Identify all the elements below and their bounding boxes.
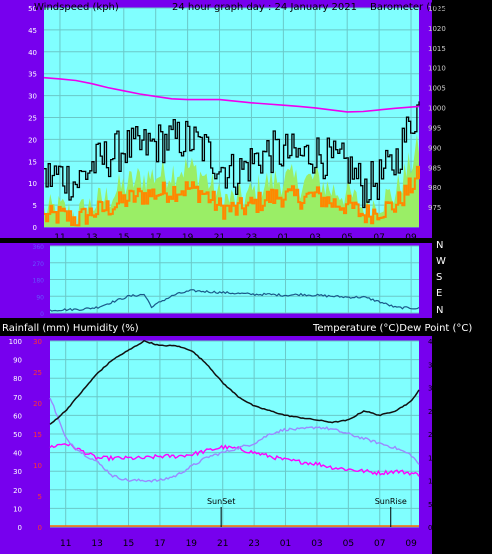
wind-x-tick-6: 23 xyxy=(246,233,257,243)
direction-y-tick-2: 180 xyxy=(33,278,45,285)
compass-n-top: N xyxy=(436,240,443,251)
rain-y-tick-5: 25 xyxy=(33,369,42,377)
temperature-y-tick-7: 35 xyxy=(428,361,437,369)
wind-y-tick-6: 30 xyxy=(28,93,37,101)
barometer-y-tick-1: 980 xyxy=(428,184,441,192)
wind-direction-line xyxy=(49,289,420,312)
wind-x-tick-0: 11 xyxy=(54,233,65,243)
rain-y-tick-1: 5 xyxy=(38,493,42,501)
temperature-y-tick-1: 5 xyxy=(428,501,432,509)
wind-x-tick-3: 17 xyxy=(150,233,161,243)
temperature-y-tick-3: 15 xyxy=(428,454,437,462)
wind-x-tick-5: 21 xyxy=(214,233,225,243)
humidity-y-tick-9: 90 xyxy=(13,357,22,365)
dew-point-line xyxy=(49,397,420,483)
wind-x-tick-7: 01 xyxy=(278,233,289,243)
temperature-y-tick-4: 20 xyxy=(428,431,437,439)
barometer-y-tick-6: 1005 xyxy=(428,85,446,93)
chart-title: 24 hour graph day : 24 January 2021 xyxy=(172,2,357,13)
humidity-y-tick-4: 40 xyxy=(13,450,22,458)
wind-x-tick-4: 19 xyxy=(182,233,194,243)
compass-n-bottom: N xyxy=(436,305,443,316)
humidity-line xyxy=(49,442,420,477)
barometer-y-tick-3: 990 xyxy=(428,144,441,152)
direction-y-tick-1: 90 xyxy=(36,294,44,301)
temp-x-tick-11: 09 xyxy=(405,539,417,549)
event-label-1: SunRise xyxy=(375,497,407,506)
temperature-y-tick-8: 40 xyxy=(428,338,437,346)
wind-y-tick-1: 5 xyxy=(33,202,37,210)
wind-y-tick-3: 15 xyxy=(28,158,37,166)
temp-x-tick-5: 21 xyxy=(217,539,228,549)
barometer-axis-title: Barometer (hpa) xyxy=(370,2,453,13)
direction-y-tick-0: 0 xyxy=(40,311,44,318)
barometer-y-tick-10: 1025 xyxy=(428,5,446,13)
humidity-y-tick-0: 0 xyxy=(18,524,22,532)
wind-x-tick-2: 15 xyxy=(118,233,129,243)
temp-x-tick-9: 05 xyxy=(343,539,354,549)
wind-y-tick-10: 50 xyxy=(28,5,37,13)
compass-s: S xyxy=(436,272,442,283)
wind-x-tick-1: 13 xyxy=(86,233,97,243)
barometer-y-tick-5: 1000 xyxy=(428,105,446,113)
wind-y-tick-7: 35 xyxy=(28,71,37,79)
rain-y-tick-4: 20 xyxy=(33,400,42,408)
direction-y-tick-4: 360 xyxy=(33,244,45,251)
barometer-y-tick-2: 985 xyxy=(428,164,441,172)
humidity-y-tick-10: 100 xyxy=(9,338,22,346)
humidity-y-tick-2: 20 xyxy=(13,487,22,495)
temp-x-tick-1: 13 xyxy=(91,539,102,549)
humidity-y-tick-6: 60 xyxy=(13,412,22,420)
barometer-line xyxy=(43,76,420,113)
temperature-y-tick-2: 10 xyxy=(428,478,437,486)
event-label-0: SunSet xyxy=(207,497,235,506)
barometer-y-tick-4: 995 xyxy=(428,124,441,132)
compass-e: E xyxy=(436,288,442,299)
wind-x-tick-8: 03 xyxy=(310,233,321,243)
temp-x-tick-7: 01 xyxy=(280,539,291,549)
temp-x-tick-2: 15 xyxy=(123,539,134,549)
barometer-y-tick-0: 975 xyxy=(428,204,441,212)
humidity-y-tick-5: 50 xyxy=(13,431,22,439)
temp-x-tick-6: 23 xyxy=(248,539,259,549)
temperature-line xyxy=(49,339,420,425)
wind-axis-title: Windspeed (kph) xyxy=(34,2,119,13)
rain-y-tick-2: 10 xyxy=(33,462,42,470)
temperature-y-tick-0: 0 xyxy=(428,524,432,532)
wind-y-tick-4: 20 xyxy=(28,136,37,144)
barometer-y-tick-7: 1010 xyxy=(428,65,446,73)
wind-x-tick-9: 05 xyxy=(341,233,352,243)
temperature-y-tick-5: 25 xyxy=(428,408,437,416)
temp-x-tick-0: 11 xyxy=(60,539,71,549)
rain-humidity-axis-title: Rainfall (mm) Humidity (%) xyxy=(2,323,139,334)
temperature-axis-title: Temperature (°C)Dew Point (°C) xyxy=(312,323,472,334)
barometer-y-tick-9: 1020 xyxy=(428,25,446,33)
temperature-y-tick-6: 30 xyxy=(428,385,437,393)
humidity-y-tick-8: 80 xyxy=(13,375,22,383)
wind-x-tick-10: 07 xyxy=(373,233,384,243)
temp-x-tick-4: 19 xyxy=(186,539,198,549)
temp-x-tick-8: 03 xyxy=(311,539,322,549)
wind-y-tick-0: 0 xyxy=(33,224,37,232)
wind-average-line xyxy=(44,165,420,227)
rain-y-tick-3: 15 xyxy=(33,431,42,439)
rain-y-tick-0: 0 xyxy=(38,524,42,532)
wind-y-tick-8: 40 xyxy=(28,49,37,57)
wind-y-tick-9: 45 xyxy=(28,27,37,35)
temp-x-tick-10: 07 xyxy=(374,539,385,549)
humidity-y-tick-1: 10 xyxy=(13,505,22,513)
wind-y-tick-2: 10 xyxy=(28,180,37,188)
windspeed-gust-line xyxy=(44,101,420,209)
humidity-y-tick-7: 70 xyxy=(13,394,22,402)
wind-x-tick-11: 09 xyxy=(405,233,417,243)
barometer-y-tick-8: 1015 xyxy=(428,45,446,53)
temp-x-tick-3: 17 xyxy=(154,539,165,549)
humidity-y-tick-3: 30 xyxy=(13,468,22,476)
compass-w: W xyxy=(436,256,446,267)
rain-y-tick-6: 30 xyxy=(33,338,42,346)
direction-y-tick-3: 270 xyxy=(33,261,45,268)
wind-y-tick-5: 25 xyxy=(28,115,37,123)
